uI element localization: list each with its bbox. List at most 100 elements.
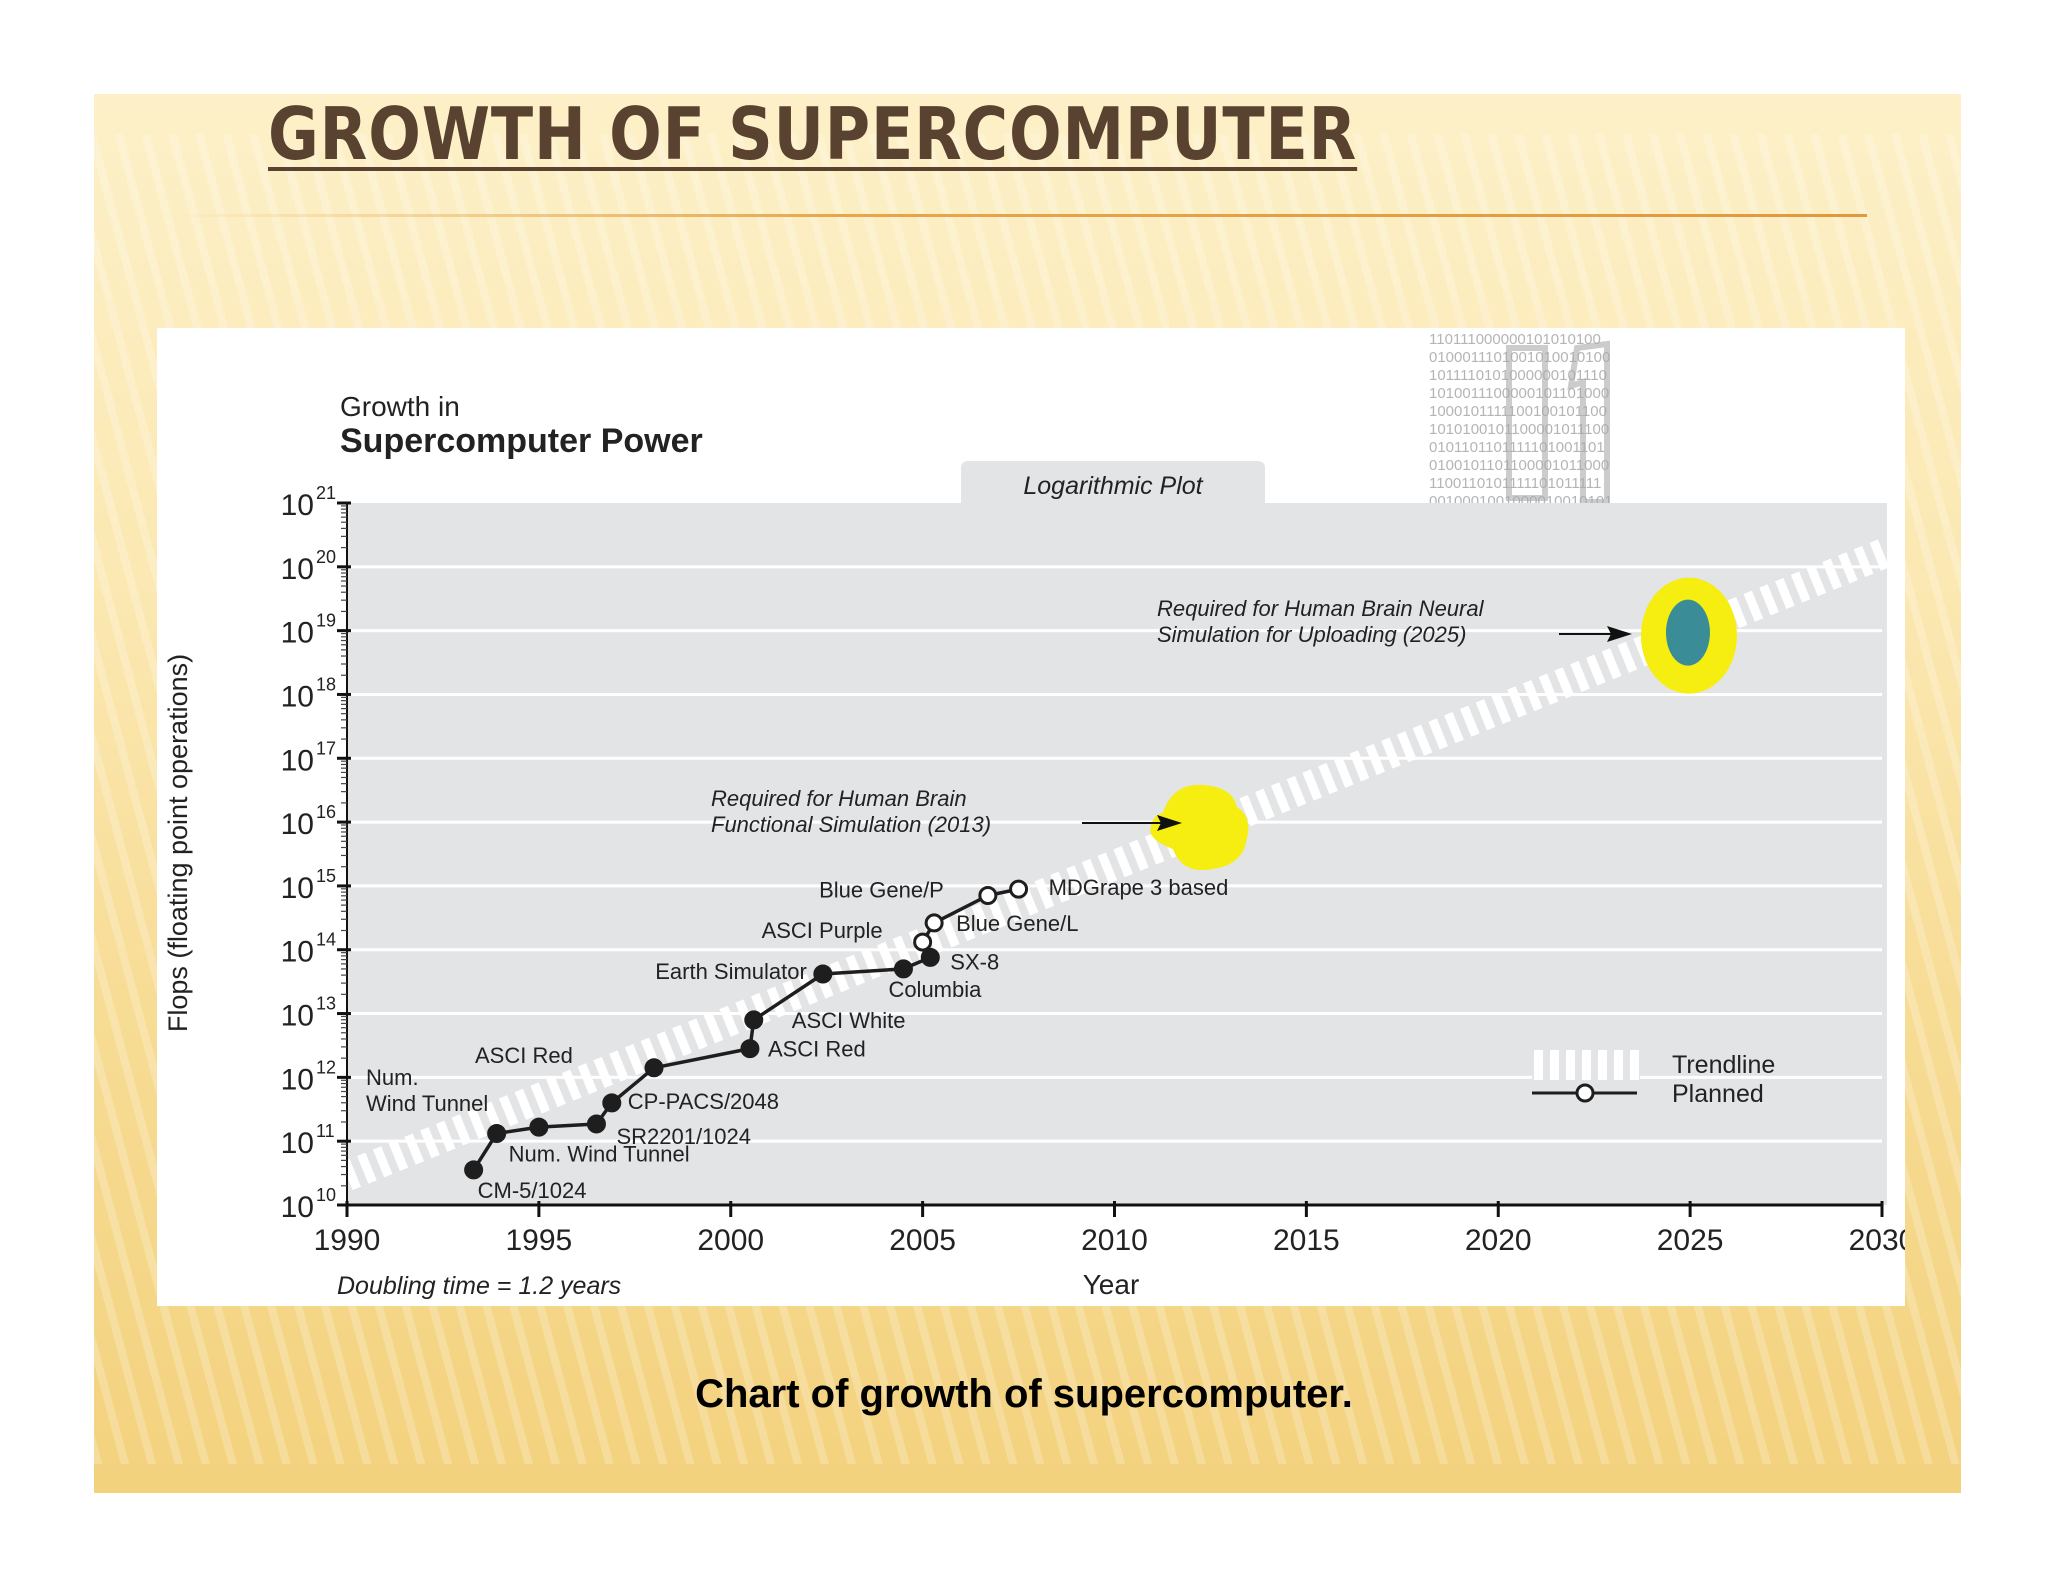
- trendline-dash: [1554, 667, 1575, 699]
- trendline-dash: [1333, 756, 1354, 788]
- svg-text:0100011101001010010100: 0100011101001010010100: [1429, 349, 1610, 366]
- svg-text:1011110101000000101110: 1011110101000000101110: [1429, 367, 1607, 384]
- data-point: [893, 959, 913, 979]
- planned-point: [913, 932, 933, 952]
- y-tick-exponent: 18: [316, 674, 336, 694]
- trendline-dash: [561, 1069, 582, 1101]
- trendline-dash: [1444, 711, 1464, 744]
- x-tick-label: 2015: [1273, 1224, 1340, 1257]
- trendline-dash: [435, 1120, 456, 1152]
- y-tick-label: 10: [281, 808, 314, 841]
- legend-trendline-label: Trendline: [1672, 1051, 1775, 1079]
- trendline-dash: [656, 1031, 677, 1063]
- trendline-dash: [1869, 539, 1890, 571]
- trendline-dash: [877, 941, 897, 974]
- y-tick-exponent: 10: [316, 1185, 336, 1205]
- trendline-dash: [546, 1075, 566, 1108]
- legend-trendline-dash: [1614, 1050, 1623, 1080]
- trendline-dash: [750, 992, 771, 1025]
- data-point: [644, 1058, 664, 1078]
- data-point: [586, 1114, 606, 1134]
- y-tick-label: 10: [281, 1063, 314, 1096]
- svg-text:110111000000101010100: 110111000000101010100: [1429, 331, 1601, 348]
- legend-planned-marker: [1575, 1083, 1595, 1103]
- y-tick-exponent: 16: [316, 802, 336, 822]
- trendline-dash: [1585, 654, 1606, 686]
- y-tick-label: 10: [281, 489, 314, 522]
- y-axis-title: Flops (floating point operations): [163, 654, 193, 1032]
- gridlines: [347, 565, 1882, 1143]
- data-point: [744, 1010, 764, 1030]
- trendline-dash: [1475, 699, 1496, 731]
- trendline-dash: [1097, 852, 1118, 884]
- trendline-dash: [1066, 865, 1086, 897]
- data-point: [740, 1039, 760, 1059]
- trendline-dash: [1034, 877, 1055, 910]
- svg-text:1010100101100001011100: 1010100101100001011100: [1429, 421, 1609, 438]
- legend-trendline-dash: [1630, 1050, 1639, 1080]
- legend-trendline-swatch: [1532, 1050, 1640, 1080]
- y-tick-label: 10: [281, 1191, 314, 1224]
- point-label: Blue Gene/P: [819, 877, 944, 902]
- trendline-dash: [1727, 596, 1748, 629]
- x-tick-label: 1995: [506, 1224, 573, 1257]
- trendline-dash: [1491, 692, 1512, 724]
- point-label: MDGrape 3 based: [1049, 875, 1229, 900]
- slide-title: GROWTH OF SUPERCOMPUTER: [268, 92, 1358, 176]
- svg-text:1100110101111101011111: 1100110101111101011111: [1429, 475, 1601, 492]
- trendline-dash: [624, 1044, 645, 1076]
- trendline-dash: [1349, 750, 1370, 782]
- trendline-dash: [388, 1139, 409, 1172]
- trendline-dash: [1790, 571, 1811, 603]
- trendline-dash: [498, 1095, 519, 1127]
- y-tick-exponent: 13: [316, 994, 336, 1014]
- point-label: Earth Simulator: [655, 959, 807, 984]
- svg-text:1010011100000101101000: 1010011100000101101000: [1429, 385, 1609, 402]
- title-divider: [160, 214, 1867, 217]
- data-point: [602, 1093, 622, 1113]
- trendline-dash: [766, 986, 787, 1018]
- data-point: [920, 947, 940, 967]
- legend: Trendline Planned: [1532, 1050, 1775, 1108]
- trendline-dash: [955, 909, 976, 942]
- trendline-dash: [1144, 833, 1165, 865]
- trendline-dash: [1522, 680, 1543, 712]
- trendline-dash: [1428, 718, 1449, 750]
- svg-text:0101101101111101001101: 0101101101111101001101: [1429, 439, 1605, 456]
- trendline-dash: [451, 1114, 472, 1146]
- trendline-dash: [1050, 871, 1070, 903]
- trendline-dash: [1822, 558, 1842, 590]
- chart-title-line1: Growth in: [340, 391, 460, 422]
- data-point: [487, 1124, 507, 1144]
- doubling-time-note: Doubling time = 1.2 years: [337, 1272, 621, 1300]
- annotation-num-line1: Num.: [366, 1065, 419, 1090]
- x-axis: 1990 1995 2000 2005 2010 2015 2020 2025 2030: [314, 1201, 1915, 1257]
- svg-text:0100101101100001011000: 0100101101100001011000: [1429, 457, 1609, 474]
- trendline-dash: [1759, 584, 1779, 616]
- point-label: Columbia: [888, 977, 982, 1002]
- x-tick-label: 2020: [1465, 1224, 1532, 1257]
- y-tick-exponent: 21: [316, 483, 336, 503]
- target-2025-arrowhead: [1607, 626, 1632, 642]
- planned-point: [978, 885, 998, 905]
- trendline-dash: [1129, 839, 1149, 871]
- trendline-dash: [672, 1024, 692, 1057]
- trendline-dash: [1255, 788, 1275, 820]
- trendline-dash: [1412, 724, 1433, 756]
- planned-point: [924, 913, 944, 933]
- x-tick-label: 2025: [1657, 1224, 1724, 1257]
- trendline-dash: [372, 1146, 393, 1178]
- supercomputer-growth-chart: 110111000000101010100 010001110100101001…: [163, 331, 1915, 1300]
- point-label: Blue Gene/L: [956, 911, 1078, 936]
- y-tick-label: 10: [281, 1127, 314, 1160]
- point-label: ASCI White: [792, 1008, 906, 1033]
- trendline-dash: [1381, 737, 1401, 769]
- legend-planned-label: Planned: [1672, 1080, 1764, 1108]
- legend-trendline-dash: [1598, 1050, 1607, 1080]
- trendline-dash: [1507, 686, 1527, 718]
- trendline-dash: [1601, 648, 1622, 680]
- target-2013-highlight: [1150, 784, 1249, 871]
- y-tick-exponent: 20: [316, 547, 336, 567]
- trendline-dash: [1806, 565, 1827, 597]
- chart-title-line2: Supercomputer Power: [340, 422, 703, 460]
